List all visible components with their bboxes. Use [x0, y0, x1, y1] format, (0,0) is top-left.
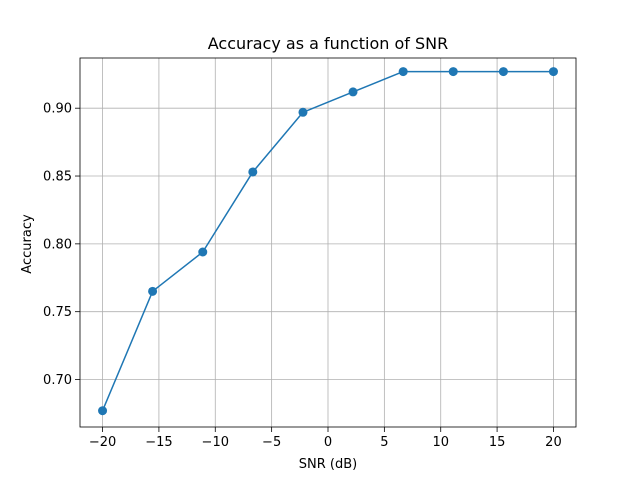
- y-tick-label: 0.90: [43, 102, 72, 117]
- data-point-marker: [348, 87, 358, 97]
- y-tick-label: 0.80: [43, 237, 72, 252]
- data-point-marker: [498, 67, 508, 77]
- data-point-marker: [398, 67, 408, 77]
- y-tick-label: 0.75: [43, 305, 72, 320]
- x-tick-label: 10: [432, 435, 449, 450]
- y-tick-label: 0.70: [43, 373, 72, 388]
- chart-title: Accuracy as a function of SNR: [208, 34, 448, 53]
- data-point-marker: [148, 286, 158, 296]
- data-point-marker: [448, 67, 458, 77]
- x-tick-label: −15: [145, 435, 172, 450]
- x-axis-label: SNR (dB): [299, 457, 357, 472]
- x-tick-label: 0: [324, 435, 332, 450]
- x-tick-label: −20: [89, 435, 116, 450]
- data-point-marker: [298, 107, 308, 117]
- data-point-marker: [248, 167, 258, 177]
- data-series: [98, 67, 558, 416]
- grid-lines: [80, 58, 576, 427]
- y-tick-label: 0.85: [43, 170, 72, 185]
- x-tick-label: 5: [380, 435, 388, 450]
- x-tick-label: −5: [262, 435, 281, 450]
- data-point-marker: [548, 67, 558, 77]
- x-tick-label: −10: [202, 435, 229, 450]
- data-point-marker: [98, 406, 108, 416]
- y-axis-label: Accuracy: [20, 214, 35, 274]
- x-tick-label: 20: [545, 435, 562, 450]
- series-line: [101, 70, 554, 412]
- tick-marks: −20 −15 −10 −5 0 5 10 15 20 0.70 0.75 0.80 0.85 0.90: [43, 102, 562, 450]
- data-point-marker: [198, 247, 208, 257]
- x-tick-label: 15: [489, 435, 506, 450]
